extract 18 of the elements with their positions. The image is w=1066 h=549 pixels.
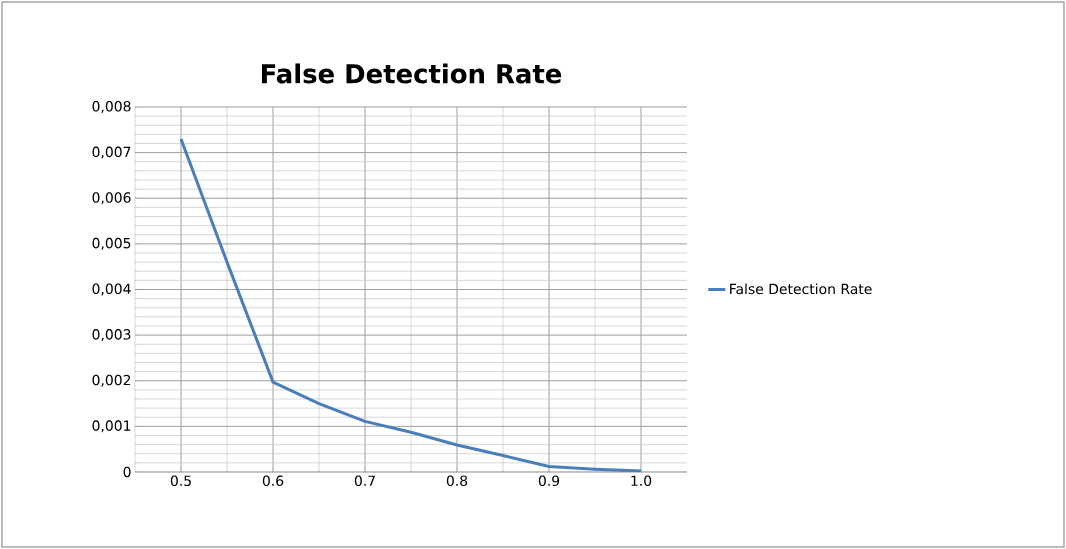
y-tick-label: 0,008 [92, 101, 131, 113]
y-tick-label: 0,002 [92, 374, 131, 387]
y-tick-label: 0,004 [92, 283, 131, 296]
x-tick-label: 0.5 [170, 475, 191, 487]
y-tick-label: 0,001 [92, 420, 131, 433]
x-tick-label: 1.0 [631, 475, 652, 487]
chart-title: False Detection Rate [261, 63, 562, 84]
y-tick-label: 0,006 [92, 192, 131, 205]
x-tick-label: 0.8 [446, 475, 468, 487]
line-series [179, 137, 643, 472]
y-tick-label: 0,003 [92, 329, 131, 342]
y-tick-label: 0 [123, 466, 131, 478]
legend-label: False Detection Rate [730, 283, 872, 295]
y-tick-label: 0,007 [92, 146, 131, 159]
y-tick-label: 0,005 [92, 237, 131, 250]
x-tick-label: 0.7 [354, 475, 375, 487]
x-tick-label: 0.9 [538, 475, 560, 487]
x-tick-label: 0.6 [262, 475, 284, 487]
